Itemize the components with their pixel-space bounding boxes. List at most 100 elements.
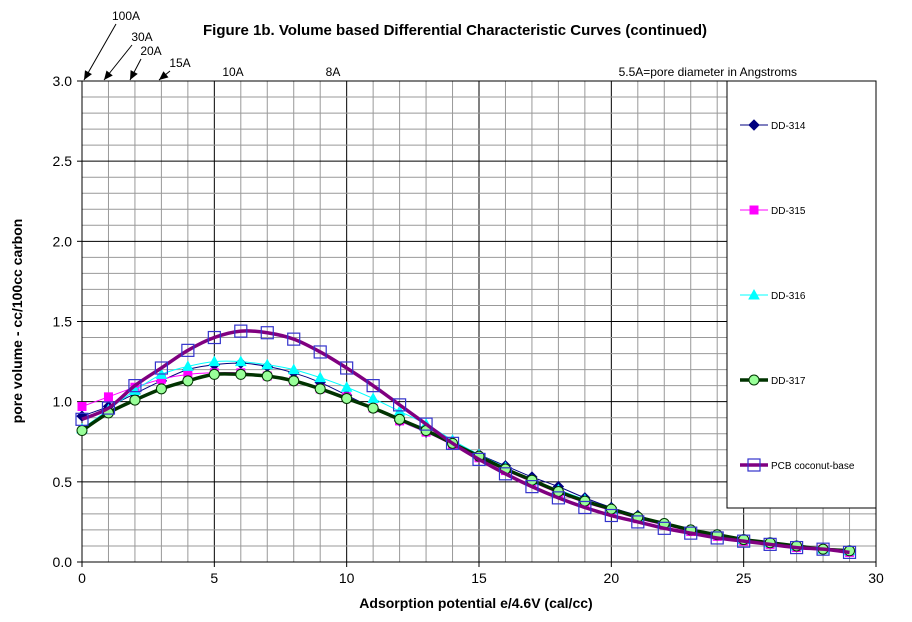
data-point-pcb-coconut-base [154,361,168,375]
pore-arrow-100a: 100A [83,9,140,81]
pore-arrow-15a: 15A [158,56,191,81]
pore-arrow-head [130,70,138,80]
data-point-pcb-coconut-base [657,521,671,535]
legend-label: DD-316 [771,291,806,302]
data-point-dd-317 [182,375,194,387]
data-point-dd-316 [234,355,247,367]
data-point-pcb-coconut-base [181,343,195,357]
data-point-pcb-coconut-base [842,545,857,559]
data-point-pcb-coconut-base [445,436,460,450]
data-point-pcb-coconut-base [340,361,354,375]
data-point-dd-317 [261,370,273,382]
legend-label: PCB coconut-base [771,461,855,472]
data-point-dd-317 [394,413,406,425]
y-tick-label: 1.0 [53,394,73,410]
pore-label-10a: 10A [222,65,243,79]
legend-label: DD-315 [771,206,806,217]
data-point-pcb-coconut-base [789,540,804,555]
x-tick-label: 30 [868,570,884,586]
data-point-pcb-coconut-base [525,480,539,494]
chart-title: Figure 1b. Volume based Differential Cha… [203,22,707,39]
series-line-pcb-coconut-base [81,329,850,555]
pore-arrow-head [159,71,169,80]
x-tick-label: 0 [78,570,86,586]
data-point-dd-316 [182,360,194,371]
x-tick-label: 15 [471,570,487,586]
pore-arrow-label: 100A [112,9,140,23]
data-point-dd-317 [314,383,326,395]
pore-arrow-label: 20A [140,44,161,58]
data-point-dd-316 [340,381,353,392]
data-point-dd-316 [261,358,274,370]
pore-arrow-head [84,70,92,80]
data-point-pcb-coconut-base [710,531,724,545]
y-tick-label: 2.5 [53,153,73,169]
data-point-pcb-coconut-base [366,379,380,393]
data-point-dd-317 [76,425,88,437]
x-tick-label: 20 [604,570,620,586]
y-tick-label: 2.0 [53,233,73,249]
legend-item-dd-316: DD-316 [740,288,806,302]
data-point-dd-317 [341,392,353,404]
pore-arrow-20a: 20A [129,44,162,81]
legend-swatch-marker [748,288,760,300]
data-point-pcb-coconut-base [578,500,592,515]
data-point-pcb-coconut-base [234,324,248,338]
series-pcb-coconut-base [75,324,857,559]
legend-item-pcb-coconut-base: PCB coconut-base [740,458,855,472]
data-point-pcb-coconut-base [737,534,751,548]
data-point-pcb-coconut-base [763,537,777,551]
data-point-pcb-coconut-base [75,412,89,426]
y-tick-label: 1.5 [53,314,73,330]
data-point-dd-317 [367,402,379,414]
x-tick-label: 25 [736,570,752,586]
data-point-dd-317 [155,383,167,395]
y-tick-label: 0.5 [53,474,73,490]
axis-ticks: 0 5 10 15 20 25 30 0.0 0.5 1.0 1.5 2.0 2.5 3.0 [53,73,884,586]
pore-arrow-label: 15A [169,56,190,70]
legend-label: DD-317 [771,376,806,387]
series-group [75,324,857,559]
data-point-pcb-coconut-base [101,401,116,415]
data-point-dd-317 [235,368,247,380]
data-point-pcb-coconut-base [393,398,407,412]
data-point-pcb-coconut-base [419,417,433,431]
y-tick-label: 3.0 [53,73,73,89]
data-point-pcb-coconut-base [287,332,301,346]
y-tick-label: 0.0 [53,554,73,570]
x-axis-title: Adsorption potential e/4.6V (cal/cc) [359,595,592,611]
data-point-pcb-coconut-base [313,345,327,359]
data-point-pcb-coconut-base [816,542,830,556]
pore-diameter-note: 5.5A=pore diameter in Angstroms [619,65,797,79]
data-point-pcb-coconut-base [551,491,566,505]
pore-arrow-shaft [83,23,117,81]
data-point-pcb-coconut-base [260,326,274,340]
data-point-pcb-coconut-base [631,515,645,529]
data-point-dd-316 [287,363,300,375]
data-point-dd-316 [367,392,379,403]
legend-label: DD-314 [771,121,806,132]
data-point-pcb-coconut-base [684,526,698,540]
pore-arrow-head [104,70,113,80]
legend-item-dd-317: DD-317 [740,374,806,387]
data-point-pcb-coconut-base [207,330,221,345]
pore-arrow-30a: 30A [103,30,153,81]
legend-swatch-marker [748,119,760,131]
data-point-dd-316 [208,355,221,367]
data-point-pcb-coconut-base [472,452,486,466]
pore-label-8a: 8A [326,65,341,79]
data-point-dd-315 [103,392,113,402]
data-point-dd-316 [314,371,327,383]
legend-swatch-marker [747,458,761,472]
pore-arrow-label: 30A [131,30,152,44]
data-point-dd-317 [288,375,300,387]
x-tick-label: 5 [210,570,218,586]
data-point-dd-315 [77,401,87,411]
legend-swatch-marker [748,374,760,386]
x-tick-label: 10 [339,570,355,586]
legend-item-dd-315: DD-315 [740,205,806,217]
y-axis-title: pore volume - cc/100cc carbon [9,219,25,424]
data-point-pcb-coconut-base [498,467,513,481]
